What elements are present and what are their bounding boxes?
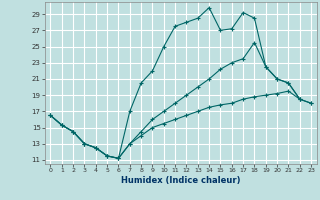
X-axis label: Humidex (Indice chaleur): Humidex (Indice chaleur) xyxy=(121,176,241,185)
